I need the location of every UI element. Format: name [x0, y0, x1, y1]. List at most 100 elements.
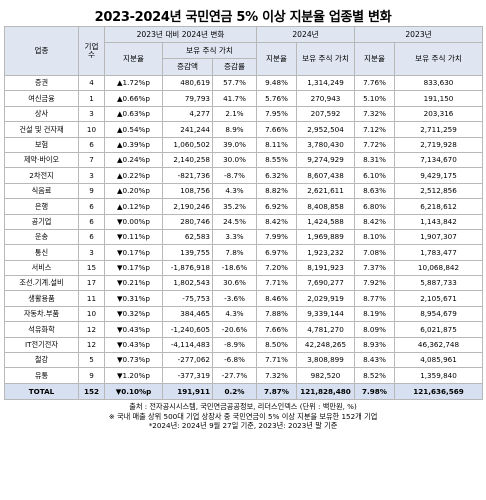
share-2024-cell: 6.32%	[256, 167, 297, 184]
table-row: 유통 9 ▼1.20%p -377,319 -27.7% 7.32% 982,520 8.52…	[4, 367, 483, 384]
share-2023-cell: 7.12%	[354, 121, 395, 138]
increase-amount-cell: -75,753	[162, 290, 213, 307]
increase-rate-cell: 7.8%	[212, 244, 257, 261]
share-2023-cell: 5.10%	[354, 90, 395, 107]
value-2024-cell: 270,943	[296, 90, 355, 107]
industry-cell: 여신금융	[4, 90, 79, 107]
increase-amount-cell: 1,060,502	[162, 136, 213, 153]
value-2023-cell: 9,429,175	[394, 167, 483, 184]
company-count-cell: 9	[78, 182, 105, 200]
header-value-2023: 보유 주식 가치	[394, 42, 483, 76]
share-change-cell: ▼0.17%p	[104, 259, 163, 277]
industry-cell: 통신	[4, 244, 79, 261]
share-change-cell: ▼0.31%p	[104, 290, 163, 307]
share-change-cell: ▲0.63%p	[104, 105, 163, 123]
table-row: 식음료 9 ▲0.20%p 108,756 4.3% 8.82% 2,621,611 8.63…	[4, 182, 483, 200]
share-change-cell: ▼0.17%p	[104, 244, 163, 261]
share-2023-cell: 8.93%	[354, 336, 395, 354]
industry-cell: IT전기전자	[4, 336, 79, 354]
increase-amount-cell: 2,140,258	[162, 151, 213, 169]
industry-cell: 철강	[4, 352, 79, 369]
share-2023-cell: 8.09%	[354, 321, 395, 338]
header-share-2023: 지분율	[354, 42, 395, 76]
value-2023-cell: 1,907,307	[394, 228, 483, 246]
share-2024-cell: 7.71%	[256, 352, 297, 369]
increase-rate-cell: -27.7%	[212, 367, 257, 384]
value-2023-cell: 8,954,679	[394, 305, 483, 323]
company-count-cell: 4	[78, 74, 105, 92]
value-2023-cell: 2,719,928	[394, 136, 483, 153]
share-2023-cell: 8.43%	[354, 352, 395, 369]
value-2023-cell: 5,887,733	[394, 275, 483, 292]
increase-amount-cell: 1,802,543	[162, 275, 213, 292]
increase-rate-cell: 30.0%	[212, 151, 257, 169]
increase-rate-cell: 8.9%	[212, 121, 257, 138]
company-count-cell: 10	[78, 121, 105, 138]
share-change-cell: ▼0.10%p	[104, 382, 163, 400]
share-2024-cell: 8.42%	[256, 213, 297, 230]
share-change-cell: ▲0.20%p	[104, 182, 163, 200]
share-change-cell: ▼0.21%p	[104, 275, 163, 292]
value-2024-cell: 9,339,144	[296, 305, 355, 323]
value-2024-cell: 8,607,438	[296, 167, 355, 184]
share-2024-cell: 7.95%	[256, 105, 297, 123]
share-2024-cell: 6.92%	[256, 198, 297, 215]
share-change-cell: ▼1.20%p	[104, 367, 163, 384]
value-2023-cell: 10,068,842	[394, 259, 483, 277]
value-2024-cell: 3,780,430	[296, 136, 355, 153]
value-2024-cell: 982,520	[296, 367, 355, 384]
increase-rate-cell: -3.6%	[212, 290, 257, 307]
value-2023-cell: 833,630	[394, 74, 483, 92]
share-change-cell: ▲1.72%p	[104, 74, 163, 92]
value-2024-cell: 8,408,858	[296, 198, 355, 215]
table-row: 여신금융 1 ▲0.66%p 79,793 41.7% 5.76% 270,943 5.10%…	[4, 90, 483, 107]
table-row: 운송 6 ▼0.11%p 62,583 3.3% 7.99% 1,969,889 8.10% 1…	[4, 228, 483, 246]
industry-cell: 상사	[4, 105, 79, 123]
value-2024-cell: 1,314,249	[296, 74, 355, 92]
value-2024-cell: 8,191,923	[296, 259, 355, 277]
table-row: 석유화학 12 ▼0.43%p -1,240,605 -20.6% 7.66% 4,781,…	[4, 321, 483, 338]
header-inc-amount: 증감액	[162, 58, 213, 76]
company-count-cell: 3	[78, 105, 105, 123]
total-row: TOTAL 152 ▼0.10%p 191,911 0.2% 7.87% 121,828,4…	[4, 382, 483, 400]
header-2024: 2024년	[256, 26, 355, 43]
company-count-cell: 12	[78, 321, 105, 338]
increase-rate-cell: 0.2%	[212, 382, 257, 400]
share-2024-cell: 6.97%	[256, 244, 297, 261]
share-2024-cell: 5.76%	[256, 90, 297, 107]
value-2023-cell: 7,134,670	[394, 151, 483, 169]
share-2024-cell: 8.82%	[256, 182, 297, 200]
increase-amount-cell: -1,240,605	[162, 321, 213, 338]
value-2023-cell: 203,316	[394, 105, 483, 123]
footnotes: 출처 : 전자공시시스템, 국민연금공공정보, 리더스인덱스 (단위 : 백만원…	[0, 402, 486, 431]
header-companies: 기업 수	[78, 26, 105, 76]
table-row: 제약·바이오 7 ▲0.24%p 2,140,258 30.0% 8.55% 9,274,9…	[4, 151, 483, 169]
share-2024-cell: 7.99%	[256, 228, 297, 246]
value-2024-cell: 9,274,929	[296, 151, 355, 169]
company-count-cell: 6	[78, 136, 105, 153]
industry-cell: 은행	[4, 198, 79, 215]
share-change-cell: ▲0.24%p	[104, 151, 163, 169]
share-2023-cell: 8.31%	[354, 151, 395, 169]
increase-amount-cell: -4,114,483	[162, 336, 213, 354]
share-2023-cell: 7.08%	[354, 244, 395, 261]
value-2024-cell: 1,969,889	[296, 228, 355, 246]
industry-cell: 공기업	[4, 213, 79, 230]
increase-amount-cell: 480,619	[162, 74, 213, 92]
increase-rate-cell: 3.3%	[212, 228, 257, 246]
increase-rate-cell: -6.8%	[212, 352, 257, 369]
industry-cell: 생활용품	[4, 290, 79, 307]
header-change-group: 2023년 대비 2024년 변화	[104, 26, 257, 43]
share-change-cell: ▼0.00%p	[104, 213, 163, 230]
value-2024-cell: 2,621,611	[296, 182, 355, 200]
company-count-cell: 9	[78, 367, 105, 384]
value-2024-cell: 2,952,504	[296, 121, 355, 138]
share-2023-cell: 8.42%	[354, 213, 395, 230]
increase-amount-cell: 384,465	[162, 305, 213, 323]
share-change-cell: ▼0.73%p	[104, 352, 163, 369]
company-count-cell: 6	[78, 228, 105, 246]
table-row: 생활용품 11 ▼0.31%p -75,753 -3.6% 8.46% 2,029,919 8…	[4, 290, 483, 307]
table-row: 2차전지 3 ▲0.22%p -821,736 -8.7% 6.32% 8,607,438 6…	[4, 167, 483, 184]
header-industry: 업종	[4, 26, 79, 76]
increase-amount-cell: 79,793	[162, 90, 213, 107]
